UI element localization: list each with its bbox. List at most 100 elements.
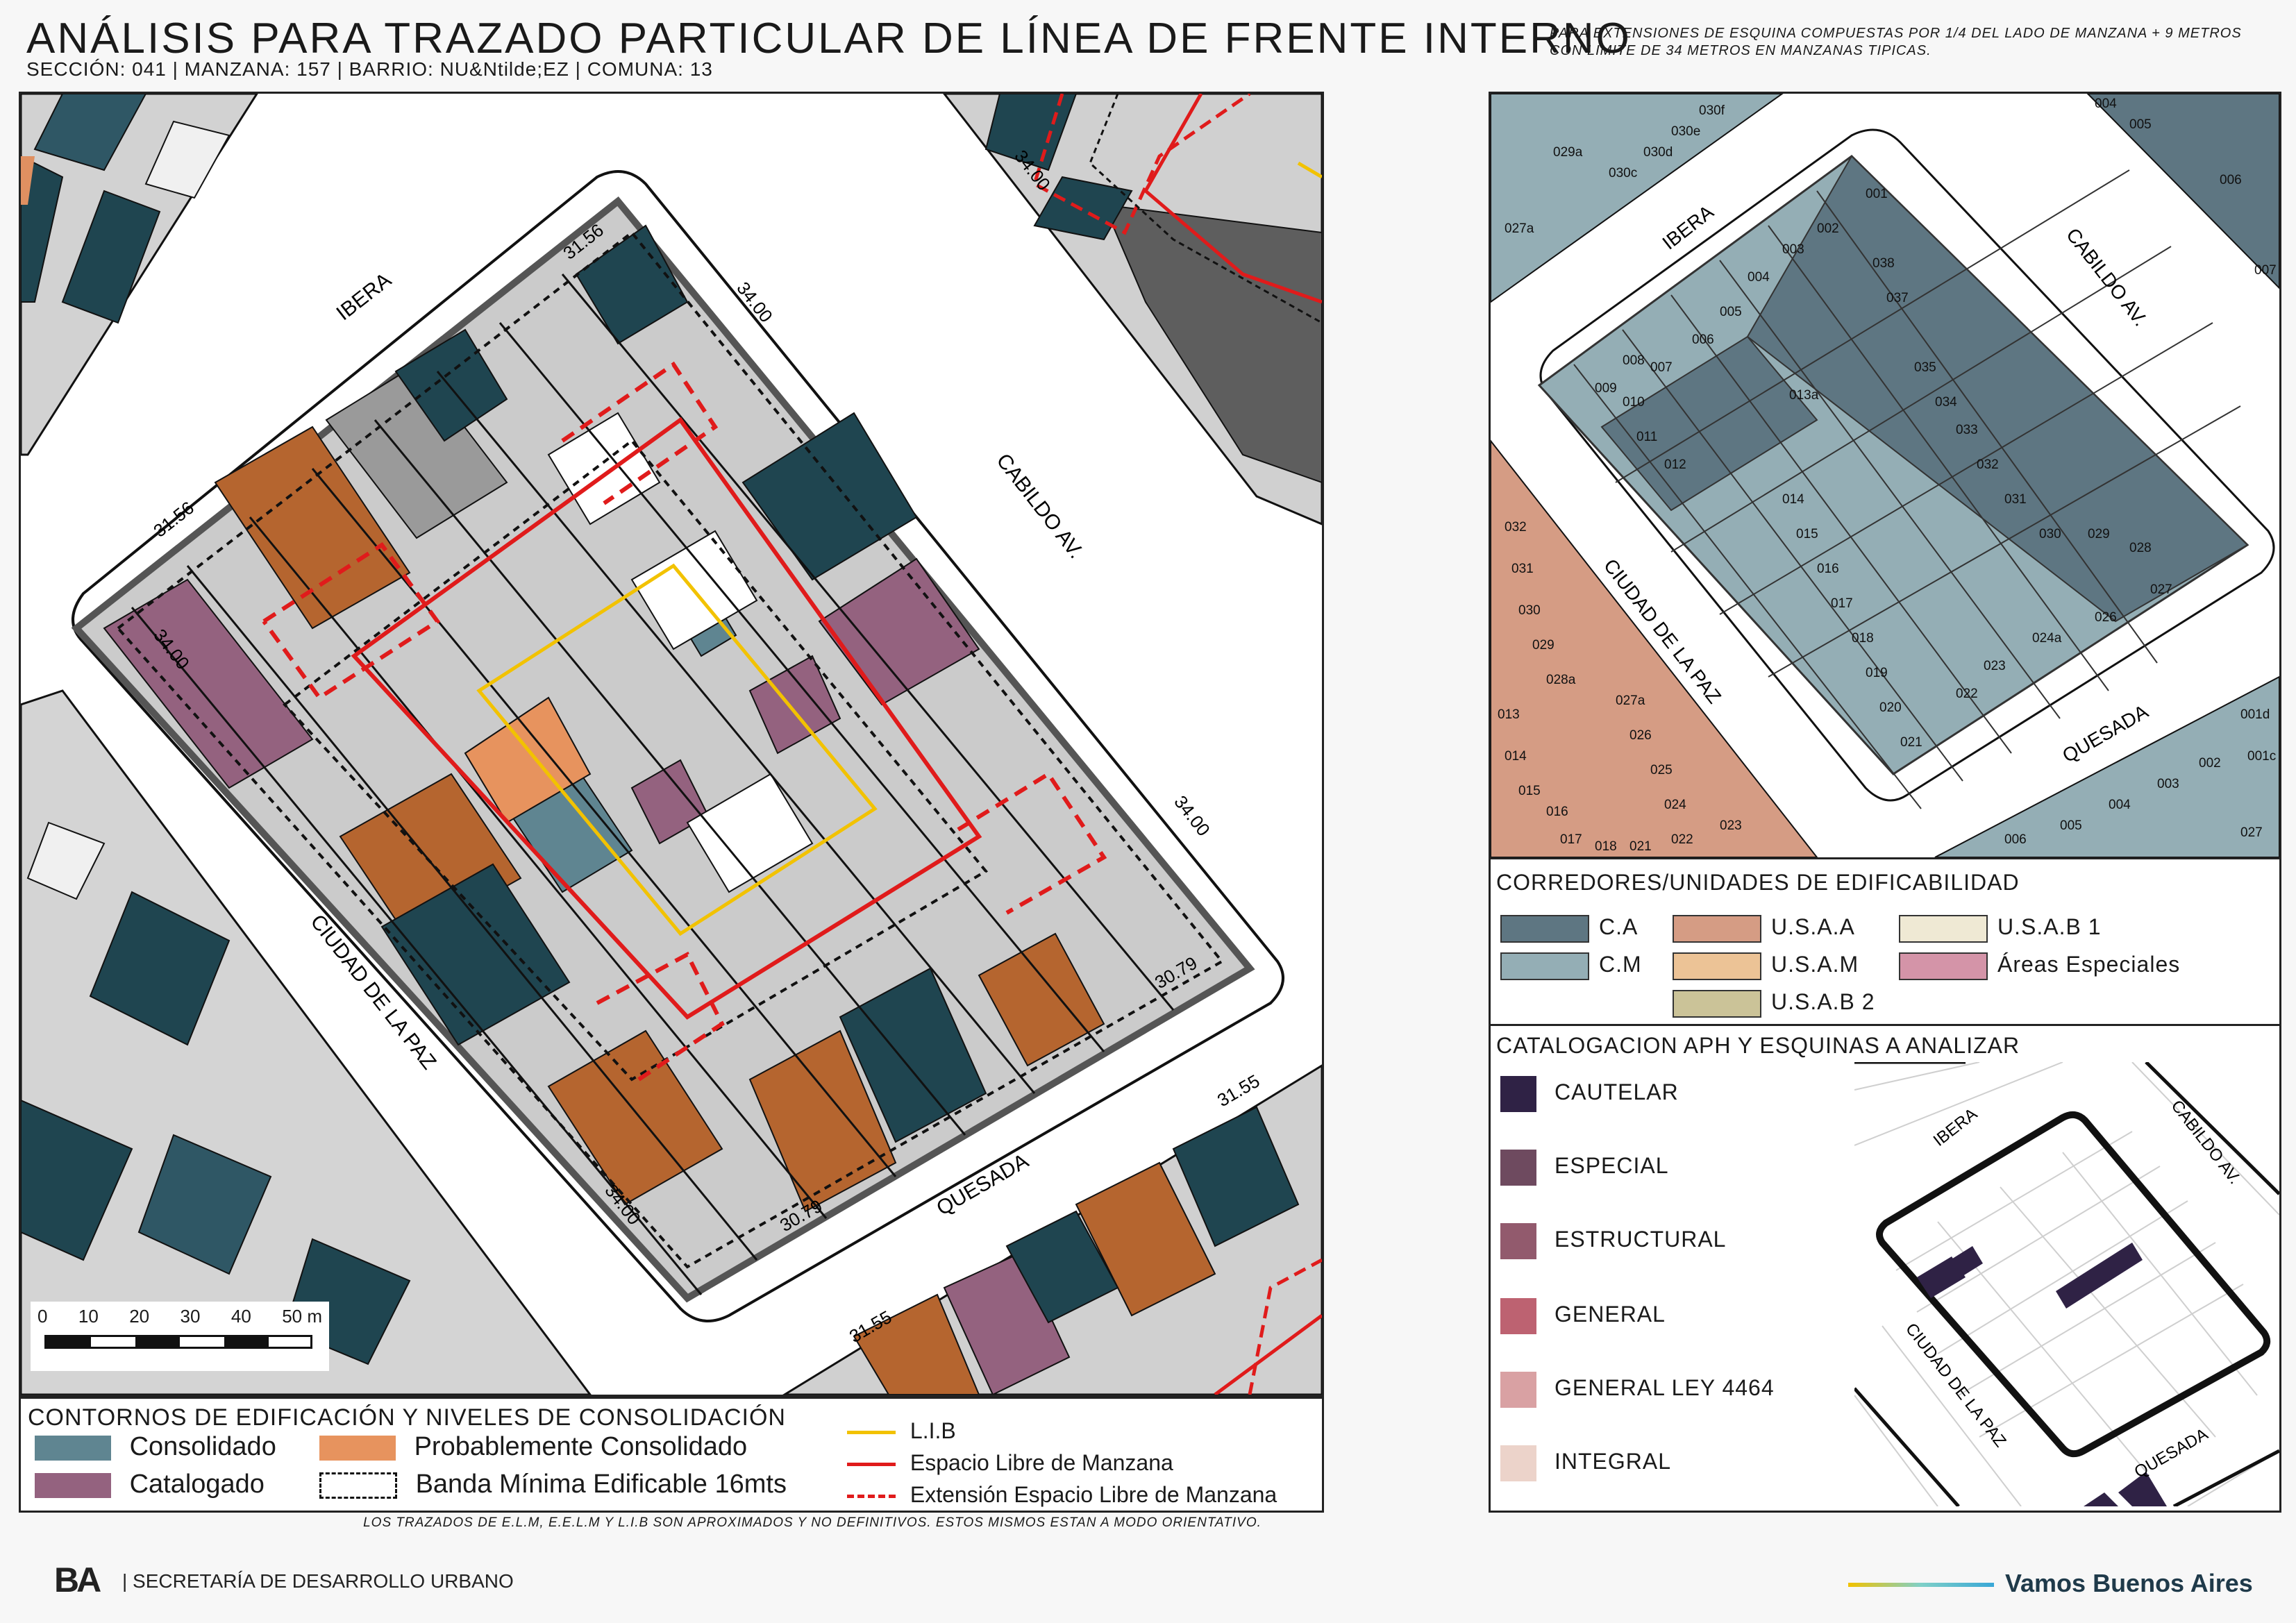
swatch-consolidado xyxy=(35,1435,111,1461)
svg-text:034: 034 xyxy=(1935,395,1957,410)
catalogacion-heading: CATALOGACION APH Y ESQUINAS A ANALIZAR xyxy=(1496,1033,2020,1058)
svg-text:030e: 030e xyxy=(1671,124,1700,139)
svg-text:019: 019 xyxy=(1866,666,1888,680)
svg-text:016: 016 xyxy=(1817,562,1839,576)
scale-tick: 10 xyxy=(78,1306,99,1327)
svg-text:027a: 027a xyxy=(1616,693,1645,708)
catalog-item: CAUTELAR xyxy=(1500,1076,1679,1112)
legend-item-banda: Banda Mínima Edificable 16mts xyxy=(319,1470,787,1499)
scale-bar: 0 10 20 30 40 50 m xyxy=(31,1302,329,1371)
svg-text:022: 022 xyxy=(1956,687,1978,701)
svg-text:030d: 030d xyxy=(1643,145,1673,160)
scale-tick: 20 xyxy=(129,1306,150,1327)
mini-street-ciudad-paz: CIUDAD DE LA PAZ xyxy=(1902,1320,2010,1451)
svg-text:005: 005 xyxy=(2129,117,2152,132)
svg-text:014: 014 xyxy=(1505,749,1527,764)
page-title: ANÁLISIS PARA TRAZADO PARTICULAR DE LÍNE… xyxy=(26,15,1632,62)
svg-text:001: 001 xyxy=(1866,187,1888,201)
catalog-item: INTEGRAL xyxy=(1500,1445,1671,1481)
svg-text:008: 008 xyxy=(1623,353,1645,368)
corredor-item: C.A xyxy=(1500,914,1638,943)
legend-item-catalogado: Catalogado xyxy=(35,1470,265,1499)
main-map[interactable]: IBERA CABILDO AV. CIUDAD DE LA PAZ QUESA… xyxy=(19,92,1324,1397)
svg-text:021: 021 xyxy=(1900,735,1922,750)
legend-line-elm: Espacio Libre de Manzana xyxy=(847,1450,1173,1476)
svg-text:031: 031 xyxy=(1511,562,1534,576)
legend-line-lib: L.I.B xyxy=(847,1418,956,1444)
svg-text:013a: 013a xyxy=(1789,388,1819,403)
mini-street-cabildo: CABILDO AV. xyxy=(2168,1097,2245,1188)
neighbor-block-sw xyxy=(21,689,592,1395)
methodology-note: PARA EXTENSIONES DE ESQUINA COMPUESTAS P… xyxy=(1550,26,2242,58)
svg-text:017: 017 xyxy=(1560,832,1582,847)
catalog-item: ESPECIAL xyxy=(1500,1150,1669,1186)
svg-text:015: 015 xyxy=(1796,527,1818,541)
slogan-accent-line xyxy=(1848,1583,1994,1587)
svg-text:001d: 001d xyxy=(2240,707,2270,722)
svg-text:007: 007 xyxy=(1650,360,1673,375)
central-block[interactable] xyxy=(71,196,1255,1303)
svg-text:023: 023 xyxy=(1984,659,2006,673)
svg-text:006: 006 xyxy=(2004,832,2027,847)
svg-text:038: 038 xyxy=(1872,256,1895,271)
swatch-banda xyxy=(319,1472,397,1499)
svg-text:016: 016 xyxy=(1546,805,1568,819)
svg-text:024a: 024a xyxy=(2032,631,2062,646)
svg-text:026: 026 xyxy=(1629,728,1652,743)
parcel-map[interactable]: 001 002 003 004 005 006 007 008 009 010 011 012 … xyxy=(1491,94,2279,859)
legend-item-probablemente: Probablemente Consolidado xyxy=(319,1432,747,1462)
main-legend: CONTORNOS DE EDIFICACIÓN Y NIVELES DE CO… xyxy=(19,1397,1324,1513)
svg-text:028a: 028a xyxy=(1546,673,1576,687)
svg-text:027: 027 xyxy=(2240,825,2263,840)
corredor-item: C.M xyxy=(1500,952,1642,980)
svg-text:003: 003 xyxy=(1782,242,1804,257)
catalog-item: GENERAL LEY 4464 xyxy=(1500,1372,1775,1408)
catalog-item: GENERAL xyxy=(1500,1298,1666,1334)
mini-corner-map-canvas: IBERA CABILDO AV. CIUDAD DE LA PAZ QUESA… xyxy=(1854,1062,2279,1506)
neighbor-block-ne xyxy=(943,94,1322,525)
catalogacion-section: CATALOGACION APH Y ESQUINAS A ANALIZAR C… xyxy=(1491,1026,2279,1511)
svg-text:004: 004 xyxy=(1748,270,1770,285)
corredores-legend: CORREDORES/UNIDADES DE EDIFICABILIDAD C.… xyxy=(1491,857,2279,1026)
svg-text:004: 004 xyxy=(2095,96,2117,111)
svg-text:029: 029 xyxy=(2088,527,2110,541)
slogan: Vamos Buenos Aires xyxy=(2005,1569,2253,1597)
scale-tick: 50 m xyxy=(282,1306,322,1327)
page-subtitle: SECCIÓN: 041 | MANZANA: 157 | BARRIO: NU… xyxy=(26,58,713,80)
svg-text:023: 023 xyxy=(1720,818,1742,833)
svg-text:033: 033 xyxy=(1956,423,1978,437)
corredores-heading: CORREDORES/UNIDADES DE EDIFICABILIDAD xyxy=(1496,870,2020,895)
corredor-item: Áreas Especiales xyxy=(1899,952,2180,980)
svg-text:001c: 001c xyxy=(2247,749,2276,764)
svg-text:025: 025 xyxy=(1650,763,1673,777)
svg-text:022: 022 xyxy=(1671,832,1693,847)
svg-text:031: 031 xyxy=(2004,492,2027,507)
svg-text:027a: 027a xyxy=(1505,221,1534,236)
mini-corner-map[interactable]: IBERA CABILDO AV. CIUDAD DE LA PAZ QUESA… xyxy=(1854,1062,2279,1506)
svg-text:024: 024 xyxy=(1664,798,1686,812)
svg-text:013: 013 xyxy=(1498,707,1520,722)
svg-text:014: 014 xyxy=(1782,492,1804,507)
disclaimer-note: LOS TRAZADOS DE E.L.M, E.E.L.M Y L.I.B S… xyxy=(363,1515,1262,1530)
svg-text:035: 035 xyxy=(1914,360,1936,375)
svg-text:029a: 029a xyxy=(1553,145,1583,160)
swatch-probablemente xyxy=(319,1435,396,1461)
svg-text:006: 006 xyxy=(2220,173,2242,187)
svg-text:021: 021 xyxy=(1629,839,1652,854)
svg-text:017: 017 xyxy=(1831,596,1853,611)
scale-tick: 30 xyxy=(180,1306,201,1327)
svg-text:011: 011 xyxy=(1636,430,1657,444)
svg-text:018: 018 xyxy=(1852,631,1874,646)
scale-tick: 40 xyxy=(231,1306,251,1327)
svg-text:030f: 030f xyxy=(1699,103,1725,118)
svg-text:032: 032 xyxy=(1505,520,1527,535)
svg-text:029: 029 xyxy=(1532,638,1555,653)
scale-tick: 0 xyxy=(37,1306,48,1327)
svg-text:004: 004 xyxy=(2109,798,2131,812)
svg-text:006: 006 xyxy=(1692,333,1714,347)
ba-logo-text: BA xyxy=(54,1561,101,1599)
svg-text:005: 005 xyxy=(2060,818,2082,833)
legend-heading: CONTORNOS DE EDIFICACIÓN Y NIVELES DE CO… xyxy=(28,1404,786,1431)
mini-street-quesada: QUESADA xyxy=(2131,1424,2211,1481)
